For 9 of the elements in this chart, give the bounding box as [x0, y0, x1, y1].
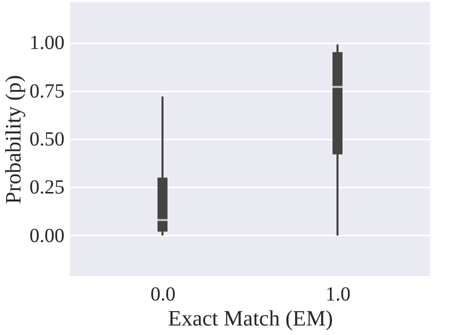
y-tick-label: 0.50 [30, 128, 64, 150]
y-tick-label: 0.00 [30, 224, 64, 247]
y-tick-label: 1.00 [30, 32, 64, 54]
x-tick-label: 1.0 [326, 284, 350, 306]
y-axis-title: Probability (p) [0, 75, 26, 204]
y-tick-label: 0.75 [30, 80, 64, 102]
x-axis-title: Exact Match (EM) [168, 306, 333, 330]
y-tick-label: 0.25 [30, 176, 64, 199]
x-tick-label: 0.0 [150, 284, 176, 306]
